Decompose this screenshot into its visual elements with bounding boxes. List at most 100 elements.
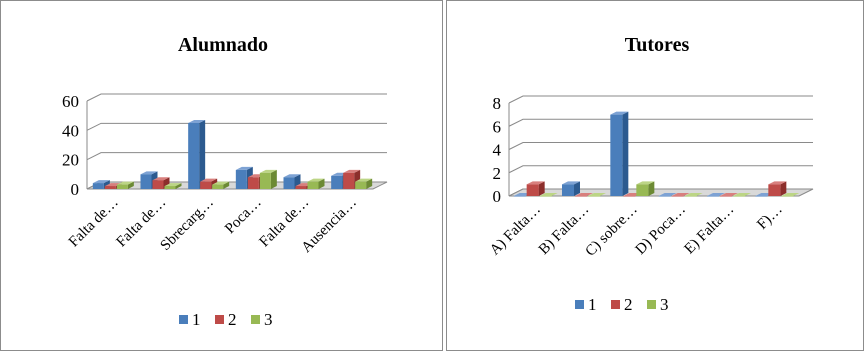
bar-series-3 xyxy=(307,178,325,189)
bar-top xyxy=(610,111,629,115)
gridline xyxy=(508,118,813,127)
legend-label: 3 xyxy=(264,310,273,329)
bar-series-3 xyxy=(116,181,134,189)
bar-top xyxy=(92,180,110,184)
bar-top xyxy=(212,181,230,185)
bar-series-1 xyxy=(610,111,629,196)
bar-front xyxy=(247,177,259,189)
bar-series-3 xyxy=(355,178,373,189)
bar-top xyxy=(164,183,182,187)
bar-front xyxy=(212,184,224,189)
bar-front xyxy=(733,196,745,197)
bar-series-2 xyxy=(575,193,593,197)
bar-series-2 xyxy=(526,181,545,196)
bar-front xyxy=(684,196,697,197)
y-tick-label: 4 xyxy=(493,141,502,160)
bar-top xyxy=(259,169,277,173)
y-tick-label: 0 xyxy=(493,187,502,206)
gridline xyxy=(86,152,387,161)
y-tick-label: 40 xyxy=(62,121,79,140)
bar-series-3 xyxy=(781,193,800,197)
bar-front xyxy=(104,186,116,189)
legend-swatch xyxy=(647,300,656,309)
bar-side xyxy=(622,111,629,196)
bar-top xyxy=(200,178,218,182)
bar-front xyxy=(295,186,307,189)
bar-series-3 xyxy=(636,181,655,196)
y-tick-label: 6 xyxy=(493,117,502,136)
bar-front xyxy=(140,174,152,189)
bar-side xyxy=(574,181,580,196)
bar-front xyxy=(307,181,319,189)
bar-side xyxy=(127,181,134,189)
bar-top xyxy=(707,193,725,196)
category-label: Falta de… xyxy=(66,195,122,251)
bar-top xyxy=(343,169,361,173)
bar-front xyxy=(562,184,574,196)
bar-series-2 xyxy=(768,181,787,196)
bar-front xyxy=(575,196,587,197)
category-label: A) Falta… xyxy=(487,202,544,259)
bars xyxy=(513,111,800,197)
y-tick-label: 20 xyxy=(62,151,79,170)
legend-label: 2 xyxy=(624,295,633,314)
bar-top xyxy=(355,178,373,182)
legend-label: 2 xyxy=(228,310,237,329)
chart-title: Alumnado xyxy=(178,34,268,56)
bars xyxy=(92,120,373,189)
bar-top xyxy=(526,181,545,185)
bar-side xyxy=(318,178,325,189)
bar-side xyxy=(538,181,545,196)
gridlines xyxy=(508,95,814,197)
legend-swatch xyxy=(179,315,188,324)
bar-series-3 xyxy=(259,169,277,189)
gridline xyxy=(508,142,813,150)
legend: 1 2 3 xyxy=(179,310,273,329)
legend-label: 1 xyxy=(192,310,201,329)
bar-front xyxy=(636,184,649,196)
bar-front xyxy=(259,172,271,189)
bar-side xyxy=(270,169,277,189)
bar-front xyxy=(283,177,295,189)
bar-front xyxy=(164,186,176,189)
bar-front xyxy=(781,196,794,197)
bar-front xyxy=(768,184,781,196)
bar-series-1 xyxy=(707,193,725,197)
bar-top xyxy=(684,193,703,196)
bar-front xyxy=(331,175,343,189)
bar-top xyxy=(658,193,677,196)
bar-top xyxy=(307,178,325,182)
bar-top xyxy=(671,193,690,196)
bar-series-2 xyxy=(720,193,738,197)
y-tick-label: 60 xyxy=(62,92,79,111)
bar-front xyxy=(539,196,552,197)
bar-front xyxy=(671,196,684,197)
bar-series-3 xyxy=(164,183,182,189)
legend-swatch xyxy=(251,315,260,324)
bar-series-3 xyxy=(684,193,703,197)
bar-series-1 xyxy=(562,181,580,196)
legend-swatch xyxy=(215,315,224,324)
category-label: E) Falta… xyxy=(682,202,738,258)
gridline xyxy=(86,93,387,102)
y-tick-label: 0 xyxy=(71,180,80,199)
category-label: F)… xyxy=(754,202,785,233)
bar-series-2 xyxy=(671,193,690,197)
bar-series-3 xyxy=(733,193,751,197)
bar-top xyxy=(539,193,558,196)
bar-top xyxy=(575,193,593,196)
bar-front xyxy=(188,123,200,189)
category-label: D) Poca… xyxy=(633,202,689,258)
alumnado-chart-panel: Alumnado 0 20 40 60 Falta de… Falta de… Sbreca… xyxy=(0,0,443,351)
bar-top xyxy=(720,193,738,196)
bar-top xyxy=(781,193,800,196)
chart-title: Tutores xyxy=(625,34,690,56)
bar-front xyxy=(200,181,212,189)
bar-top xyxy=(588,193,606,196)
bar-front xyxy=(623,196,636,197)
legend-swatch xyxy=(611,300,620,309)
bar-side xyxy=(175,183,182,189)
bar-side xyxy=(223,181,230,189)
